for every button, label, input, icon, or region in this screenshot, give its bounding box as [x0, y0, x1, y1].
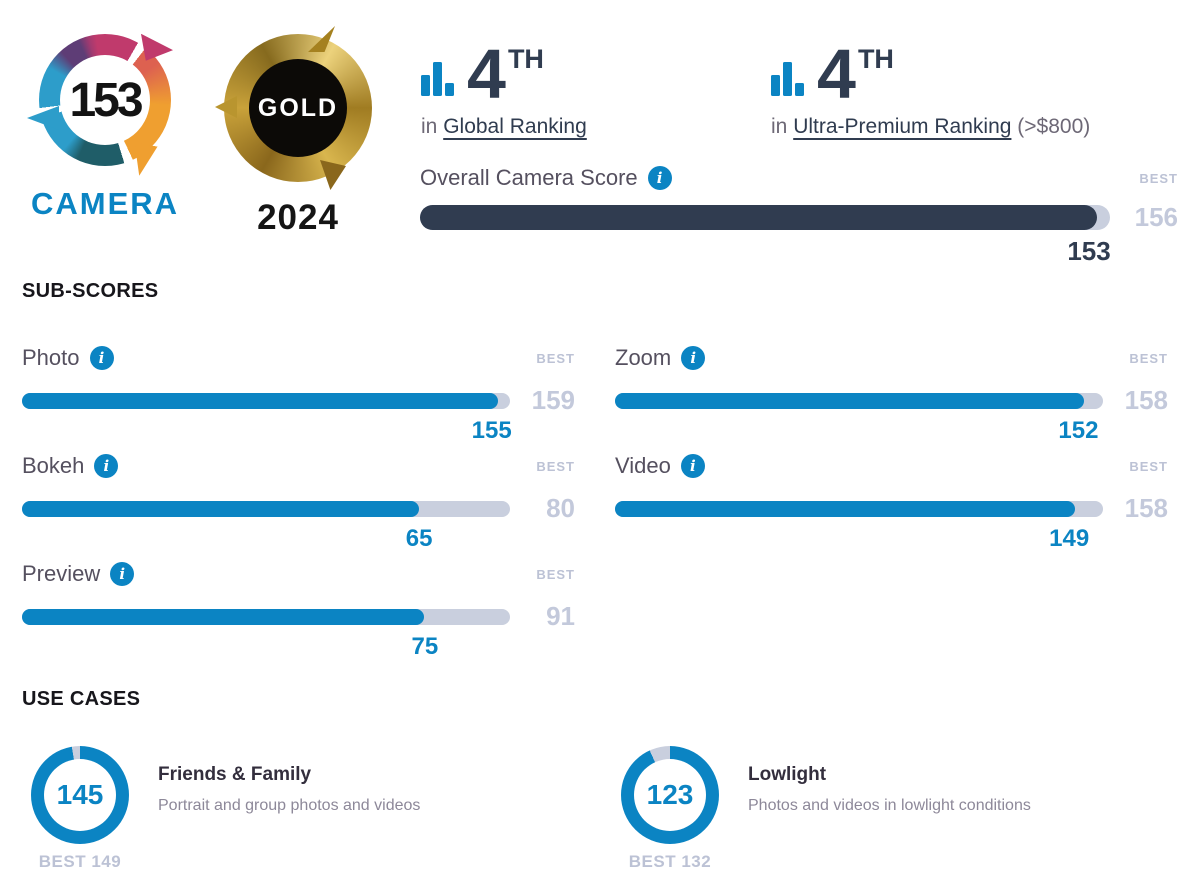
overall-score-value: 153 — [1067, 236, 1111, 266]
ultra-premium-rank-position: 4 TH — [817, 35, 894, 113]
bar-chart-icon — [771, 62, 804, 102]
logo-swoosh-pink-icon — [137, 34, 174, 64]
ultra-premium-ranking-block: 4 TH in Ultra-Premium Ranking (>$800) — [771, 35, 1091, 139]
overall-score-bar: 153 — [420, 205, 1111, 266]
use-case-title: Lowlight — [748, 764, 827, 785]
use-case-description: Photos and videos in lowlight conditions — [748, 797, 1031, 814]
camera-score-badge: 153 CAMERA — [24, 30, 186, 222]
video-score-value: 149 — [1049, 524, 1090, 552]
preview-score-bar: 75 — [22, 608, 510, 660]
info-icon[interactable]: i — [89, 346, 114, 370]
subscore-label: Preview — [22, 561, 101, 586]
gold-award-badge: GOLD 2024 — [215, 26, 374, 238]
zoom-best-value: 158 — [1124, 385, 1168, 415]
global-ranking-caption: in Global Ranking — [421, 115, 587, 138]
subscore-row-zoom: Zoom i BEST 152 158 — [615, 343, 1168, 444]
preview-best-value: 91 — [546, 601, 575, 631]
preview-score-value: 75 — [411, 632, 439, 660]
global-rank-position: 4 TH — [467, 35, 544, 113]
medal-center: GOLD — [249, 59, 347, 157]
bokeh-score-value: 65 — [405, 524, 433, 552]
subscore-label: Photo — [22, 345, 80, 370]
camera-score-value: 153 — [69, 73, 143, 127]
zoom-score-fill — [615, 392, 1085, 409]
info-icon[interactable]: i — [647, 166, 672, 190]
info-icon[interactable]: i — [110, 562, 135, 586]
lowlight-gauge: 123 — [621, 746, 719, 844]
medal-flourish-top-icon — [308, 26, 335, 52]
friends-family-gauge: 145 — [31, 746, 129, 844]
camera-logo-icon: 153 — [27, 34, 174, 166]
friends-family-score: 145 — [56, 779, 104, 810]
logo-swoosh-blue-icon — [27, 106, 59, 130]
gauge-center: 145 — [44, 759, 116, 831]
global-ranking-block: 4 TH in Global Ranking — [421, 35, 587, 139]
zoom-score-bar: 152 — [615, 392, 1103, 444]
award-year: 2024 — [257, 198, 339, 237]
overall-score-fill — [420, 205, 1097, 230]
subscore-row-bokeh: Bokeh i BEST 65 80 — [22, 451, 575, 552]
subscore-label: Video — [615, 453, 671, 478]
subscore-row-video: Video i BEST 149 158 — [615, 451, 1168, 552]
video-score-fill — [615, 500, 1076, 517]
camera-score-circle: 153 — [60, 55, 150, 145]
best-label: BEST — [536, 458, 575, 474]
use-case-title: Friends & Family — [158, 764, 312, 785]
global-ranking-link[interactable]: Global Ranking — [443, 115, 587, 138]
bokeh-score-fill — [22, 500, 419, 517]
overall-score-label: Overall Camera Score — [420, 165, 638, 190]
gauge-center: 123 — [634, 759, 706, 831]
best-label: BEST — [536, 350, 575, 366]
best-label: BEST — [1129, 458, 1168, 474]
info-icon[interactable]: i — [680, 454, 705, 478]
ultra-premium-ranking-link[interactable]: Ultra-Premium Ranking — [793, 115, 1012, 138]
bokeh-best-value: 80 — [546, 493, 575, 523]
overall-best-value: 156 — [1134, 202, 1178, 232]
use-case-friends-family: 145 BEST 149 Friends & Family Portrait a… — [22, 740, 582, 880]
best-label: BEST — [536, 566, 575, 582]
zoom-score-value: 152 — [1058, 416, 1099, 444]
video-best-value: 158 — [1124, 493, 1168, 523]
video-score-bar: 149 — [615, 500, 1103, 552]
photo-score-fill — [22, 392, 498, 409]
info-icon[interactable]: i — [94, 454, 119, 478]
use-cases-heading: USE CASES — [22, 688, 141, 710]
bar-chart-icon — [421, 62, 454, 102]
lowlight-score: 123 — [646, 779, 694, 810]
use-case-description: Portrait and group photos and videos — [158, 797, 421, 814]
medal-label: GOLD — [257, 93, 339, 122]
medal-flourish-left-icon — [215, 96, 237, 118]
camera-badge-label: CAMERA — [30, 186, 180, 221]
subscore-label: Bokeh — [22, 453, 85, 478]
overall-score-section: Overall Camera Score i BEST 153 156 — [420, 160, 1178, 266]
info-icon[interactable]: i — [681, 346, 706, 370]
lowlight-best: BEST 132 — [628, 852, 712, 871]
bokeh-score-bar: 65 — [22, 500, 510, 552]
logo-swoosh-orange-icon — [126, 142, 157, 178]
ultra-premium-ranking-caption: in Ultra-Premium Ranking (>$800) — [771, 115, 1091, 138]
photo-score-bar: 155 — [22, 392, 512, 444]
preview-score-fill — [22, 608, 425, 625]
photo-best-value: 159 — [531, 385, 575, 415]
photo-score-value: 155 — [471, 416, 512, 444]
use-case-lowlight: 123 BEST 132 Lowlight Photos and videos … — [612, 740, 1172, 880]
friends-family-best: BEST 149 — [38, 852, 122, 871]
subscores-heading: SUB-SCORES — [22, 280, 159, 302]
subscore-row-photo: Photo i BEST 155 159 — [22, 343, 575, 444]
subscore-row-preview: Preview i BEST 75 91 — [22, 559, 575, 660]
best-label: BEST — [1129, 350, 1168, 366]
subscore-label: Zoom — [615, 345, 672, 370]
best-label: BEST — [1139, 170, 1178, 186]
medal-flourish-bottom-icon — [320, 160, 346, 190]
gold-medal-icon: GOLD — [215, 26, 372, 190]
